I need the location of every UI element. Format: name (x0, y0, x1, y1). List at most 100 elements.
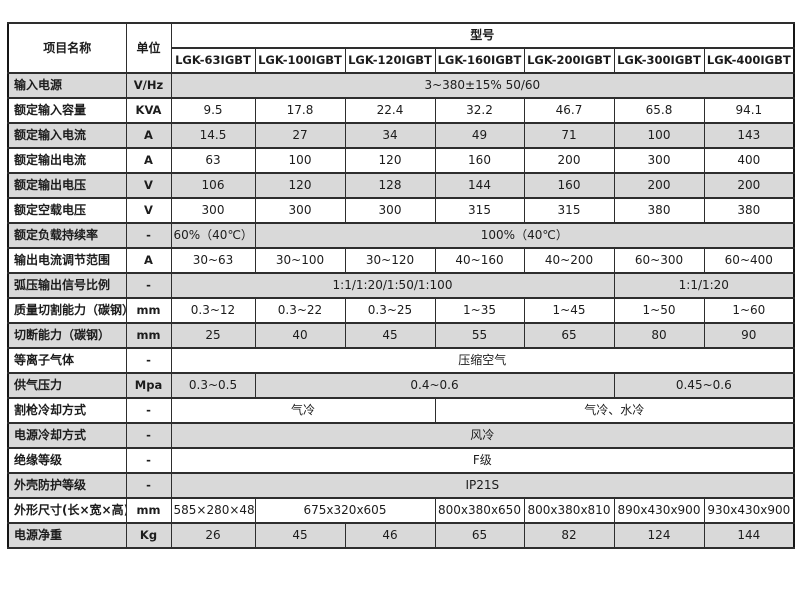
value-cell: 0.3~12 (170, 297, 256, 324)
value-cell: 1~60 (703, 297, 795, 324)
value-cell: 100 (254, 147, 346, 174)
value-cell: 22.4 (344, 97, 436, 124)
value-cell: 400 (703, 147, 795, 174)
value-cell: 气冷 (170, 397, 436, 424)
model-header-cell: LGK-400IGBT (703, 47, 795, 74)
value-cell: 风冷 (170, 422, 795, 449)
row-label: 割枪冷却方式 (7, 397, 127, 424)
value-cell: 300 (344, 197, 436, 224)
value-cell: 0.3~0.5 (170, 372, 256, 399)
value-cell: 930x430x900 (703, 497, 795, 524)
value-cell: 30~120 (344, 247, 436, 274)
value-cell: 17.8 (254, 97, 346, 124)
value-cell: 800x380x810 (523, 497, 615, 524)
spec-row: 弧压输出信号比例 -1:1/1:20/1:50/1:100 1:1/1:20 (7, 272, 795, 299)
row-label: 额定负载持续率 (7, 222, 127, 249)
model-header-row: LGK-63IGBT LGK-100IGBT LGK-120IGBT LGK-160I… (8, 47, 795, 74)
value-cell: 60%（40℃） (170, 222, 256, 249)
row-unit: - (125, 472, 172, 499)
value-cell: 27 (254, 122, 346, 149)
row-label: 额定输入容量 (7, 97, 127, 124)
spec-row: 电源冷却方式 - 风冷 (7, 422, 795, 449)
spec-row: 等离子气体 - 压缩空气 (7, 347, 795, 374)
value-cell: 65.8 (613, 97, 705, 124)
value-cell: 压缩空气 (170, 347, 795, 374)
value-cell: 0.3~22 (254, 297, 346, 324)
value-cell: 3~380±15% 50/60 (170, 72, 795, 99)
row-unit: Mpa (125, 372, 172, 399)
value-cell: 300 (254, 197, 346, 224)
value-cell: 1~35 (434, 297, 525, 324)
value-cell: 60~400 (703, 247, 795, 274)
row-label: 额定空载电压 (7, 197, 127, 224)
value-cell: 40~200 (523, 247, 615, 274)
value-cell: 100%（40℃） (254, 222, 795, 249)
model-header-cell: LGK-120IGBT (344, 47, 436, 74)
value-cell: 40 (254, 322, 346, 349)
spec-row: 切断能力（碳钢） mm 25 40 45 55 65 80 90 (7, 322, 795, 349)
row-label: 绝缘等级 (7, 447, 127, 474)
value-cell: 128 (344, 172, 436, 199)
value-cell: 63 (170, 147, 256, 174)
value-cell: 160 (523, 172, 615, 199)
value-cell: 45 (254, 522, 346, 549)
value-cell: 气冷、水冷 (434, 397, 795, 424)
row-unit: - (125, 347, 172, 374)
row-label: 电源冷却方式 (7, 422, 127, 449)
row-label: 输出电流调节范围 (7, 247, 127, 274)
row-unit: V/Hz (125, 72, 172, 99)
spec-row: 额定输出电压 V 106 120 128 144 160 200 200 (7, 172, 795, 199)
col-header-unit: 单位 (125, 22, 172, 74)
value-cell: 100 (613, 122, 705, 149)
value-cell: 30~100 (254, 247, 346, 274)
row-label: 供气压力 (7, 372, 127, 399)
row-unit: - (125, 447, 172, 474)
value-cell: 200 (523, 147, 615, 174)
row-unit: V (125, 172, 172, 199)
model-header-cell: LGK-200IGBT (523, 47, 615, 74)
value-cell: 46.7 (523, 97, 615, 124)
value-cell: 144 (703, 522, 795, 549)
value-cell: 144 (434, 172, 525, 199)
value-cell: 890x430x900 (613, 497, 705, 524)
value-cell: 82 (523, 522, 615, 549)
value-cell: 300 (170, 197, 256, 224)
row-label: 电源净重 (7, 522, 127, 549)
value-cell: 0.4~0.6 (254, 372, 615, 399)
value-cell: 30~63 (170, 247, 256, 274)
value-cell: 124 (613, 522, 705, 549)
value-cell: 120 (254, 172, 346, 199)
value-cell: 26 (170, 522, 256, 549)
row-label: 外壳防护等级 (7, 472, 127, 499)
row-label: 切断能力（碳钢） (7, 322, 127, 349)
row-label: 等离子气体 (7, 347, 127, 374)
value-cell: 40~160 (434, 247, 525, 274)
model-header-cell: LGK-100IGBT (254, 47, 346, 74)
value-cell: 0.45~0.6 (613, 372, 795, 399)
header-row-1: 项目名称 单位 型号 (7, 22, 795, 74)
spec-row: 额定输入容量 KVA 9.5 17.8 22.4 32.2 46.7 65.8 94.1 (7, 97, 795, 124)
row-unit: - (125, 222, 172, 249)
spec-row: 割枪冷却方式 - 气冷 气冷、水冷 (7, 397, 795, 424)
spec-row: 输入电源 V/Hz 3~380±15% 50/60 (7, 72, 795, 99)
value-cell: 25 (170, 322, 256, 349)
row-unit: A (125, 122, 172, 149)
spec-table: 项目名称 单位 型号 LGK-63IGBT LGK-100IGBT LGK-120I… (7, 22, 796, 549)
value-cell: 71 (523, 122, 615, 149)
row-unit: Kg (125, 522, 172, 549)
row-label: 额定输入电流 (7, 122, 127, 149)
value-cell: 65 (434, 522, 525, 549)
value-cell: 120 (344, 147, 436, 174)
value-cell: 9.5 (170, 97, 256, 124)
value-cell: 80 (613, 322, 705, 349)
spec-row: 电源净重 Kg 26 45 46 65 82 124 144 (7, 522, 795, 549)
model-header-cell: LGK-300IGBT (613, 47, 705, 74)
value-cell: 1~50 (613, 297, 705, 324)
value-cell: 90 (703, 322, 795, 349)
spec-row: 额定负载持续率 -60%（40℃） 100%（40℃） (7, 222, 795, 249)
row-unit: A (125, 247, 172, 274)
value-cell: 200 (703, 172, 795, 199)
row-unit: KVA (125, 97, 172, 124)
value-cell: 300 (613, 147, 705, 174)
